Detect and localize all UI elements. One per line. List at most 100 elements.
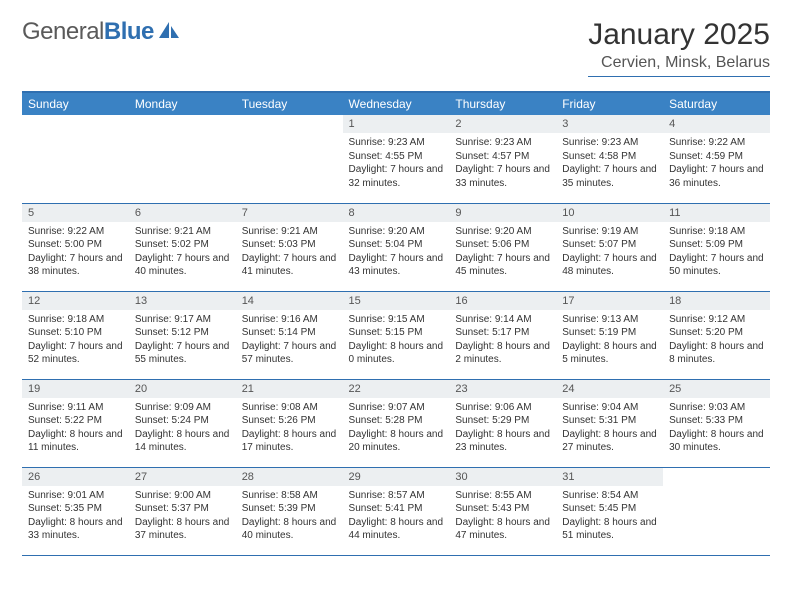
- day-number: 17: [556, 292, 663, 310]
- logo: GeneralBlue: [22, 18, 180, 46]
- calendar-day-cell: 9Sunrise: 9:20 AMSunset: 5:06 PMDaylight…: [449, 203, 556, 291]
- day-content: Sunrise: 9:08 AMSunset: 5:26 PMDaylight:…: [236, 398, 343, 460]
- logo-word-a: General: [22, 18, 104, 45]
- day-number: 25: [663, 380, 770, 398]
- day-number: 14: [236, 292, 343, 310]
- day-content: Sunrise: 9:22 AMSunset: 5:00 PMDaylight:…: [22, 222, 129, 284]
- day-number: 26: [22, 468, 129, 486]
- day-content: Sunrise: 9:23 AMSunset: 4:55 PMDaylight:…: [343, 133, 450, 195]
- day-content: Sunrise: 9:01 AMSunset: 5:35 PMDaylight:…: [22, 486, 129, 548]
- calendar-day-cell: 30Sunrise: 8:55 AMSunset: 5:43 PMDayligh…: [449, 467, 556, 555]
- calendar-day-cell: 17Sunrise: 9:13 AMSunset: 5:19 PMDayligh…: [556, 291, 663, 379]
- calendar-day-cell: 7Sunrise: 9:21 AMSunset: 5:03 PMDaylight…: [236, 203, 343, 291]
- weekday-header: Monday: [129, 92, 236, 115]
- weekday-header-row: SundayMondayTuesdayWednesdayThursdayFrid…: [22, 92, 770, 115]
- day-number: 11: [663, 204, 770, 222]
- day-content: Sunrise: 9:19 AMSunset: 5:07 PMDaylight:…: [556, 222, 663, 284]
- calendar-day-cell: 4Sunrise: 9:22 AMSunset: 4:59 PMDaylight…: [663, 115, 770, 203]
- day-content: Sunrise: 8:57 AMSunset: 5:41 PMDaylight:…: [343, 486, 450, 548]
- day-number: 24: [556, 380, 663, 398]
- day-number: 10: [556, 204, 663, 222]
- day-number: 19: [22, 380, 129, 398]
- day-number: 5: [22, 204, 129, 222]
- calendar-day-cell: ..: [663, 467, 770, 555]
- day-content: Sunrise: 9:18 AMSunset: 5:10 PMDaylight:…: [22, 310, 129, 372]
- location-text: Cervien, Minsk, Belarus: [588, 54, 770, 77]
- calendar-day-cell: 27Sunrise: 9:00 AMSunset: 5:37 PMDayligh…: [129, 467, 236, 555]
- header: GeneralBlue January 2025 Cervien, Minsk,…: [22, 18, 770, 77]
- day-content: Sunrise: 8:54 AMSunset: 5:45 PMDaylight:…: [556, 486, 663, 548]
- calendar-day-cell: 20Sunrise: 9:09 AMSunset: 5:24 PMDayligh…: [129, 379, 236, 467]
- weekday-header: Thursday: [449, 92, 556, 115]
- day-content: Sunrise: 9:04 AMSunset: 5:31 PMDaylight:…: [556, 398, 663, 460]
- day-number: 1: [343, 115, 450, 133]
- logo-word-b: Blue: [104, 18, 154, 45]
- day-number: 23: [449, 380, 556, 398]
- calendar-day-cell: 2Sunrise: 9:23 AMSunset: 4:57 PMDaylight…: [449, 115, 556, 203]
- day-content: Sunrise: 9:13 AMSunset: 5:19 PMDaylight:…: [556, 310, 663, 372]
- day-number: 7: [236, 204, 343, 222]
- day-number: 4: [663, 115, 770, 133]
- day-content: Sunrise: 9:17 AMSunset: 5:12 PMDaylight:…: [129, 310, 236, 372]
- calendar-day-cell: 8Sunrise: 9:20 AMSunset: 5:04 PMDaylight…: [343, 203, 450, 291]
- calendar-day-cell: 29Sunrise: 8:57 AMSunset: 5:41 PMDayligh…: [343, 467, 450, 555]
- title-block: January 2025 Cervien, Minsk, Belarus: [588, 18, 770, 77]
- day-number: 15: [343, 292, 450, 310]
- calendar-day-cell: 6Sunrise: 9:21 AMSunset: 5:02 PMDaylight…: [129, 203, 236, 291]
- day-content: Sunrise: 9:22 AMSunset: 4:59 PMDaylight:…: [663, 133, 770, 195]
- day-content: Sunrise: 8:55 AMSunset: 5:43 PMDaylight:…: [449, 486, 556, 548]
- calendar-day-cell: 5Sunrise: 9:22 AMSunset: 5:00 PMDaylight…: [22, 203, 129, 291]
- logo-text: GeneralBlue: [22, 18, 154, 46]
- calendar-day-cell: 31Sunrise: 8:54 AMSunset: 5:45 PMDayligh…: [556, 467, 663, 555]
- day-number: 9: [449, 204, 556, 222]
- day-content: Sunrise: 9:18 AMSunset: 5:09 PMDaylight:…: [663, 222, 770, 284]
- calendar-week-row: 5Sunrise: 9:22 AMSunset: 5:00 PMDaylight…: [22, 203, 770, 291]
- calendar-day-cell: 16Sunrise: 9:14 AMSunset: 5:17 PMDayligh…: [449, 291, 556, 379]
- day-number: 21: [236, 380, 343, 398]
- calendar-week-row: 12Sunrise: 9:18 AMSunset: 5:10 PMDayligh…: [22, 291, 770, 379]
- calendar-day-cell: 25Sunrise: 9:03 AMSunset: 5:33 PMDayligh…: [663, 379, 770, 467]
- day-content: Sunrise: 9:16 AMSunset: 5:14 PMDaylight:…: [236, 310, 343, 372]
- calendar-body: ......1Sunrise: 9:23 AMSunset: 4:55 PMDa…: [22, 115, 770, 555]
- day-content: Sunrise: 9:15 AMSunset: 5:15 PMDaylight:…: [343, 310, 450, 372]
- calendar-day-cell: ..: [236, 115, 343, 203]
- calendar-day-cell: 13Sunrise: 9:17 AMSunset: 5:12 PMDayligh…: [129, 291, 236, 379]
- calendar-day-cell: 14Sunrise: 9:16 AMSunset: 5:14 PMDayligh…: [236, 291, 343, 379]
- day-number: 30: [449, 468, 556, 486]
- day-content: Sunrise: 9:14 AMSunset: 5:17 PMDaylight:…: [449, 310, 556, 372]
- day-number: 29: [343, 468, 450, 486]
- day-content: Sunrise: 9:21 AMSunset: 5:02 PMDaylight:…: [129, 222, 236, 284]
- calendar-table: SundayMondayTuesdayWednesdayThursdayFrid…: [22, 91, 770, 556]
- calendar-day-cell: 24Sunrise: 9:04 AMSunset: 5:31 PMDayligh…: [556, 379, 663, 467]
- calendar-day-cell: 12Sunrise: 9:18 AMSunset: 5:10 PMDayligh…: [22, 291, 129, 379]
- day-content: Sunrise: 8:58 AMSunset: 5:39 PMDaylight:…: [236, 486, 343, 548]
- day-number: 13: [129, 292, 236, 310]
- day-content: Sunrise: 9:07 AMSunset: 5:28 PMDaylight:…: [343, 398, 450, 460]
- day-number: 12: [22, 292, 129, 310]
- day-content: Sunrise: 9:23 AMSunset: 4:58 PMDaylight:…: [556, 133, 663, 195]
- calendar-week-row: 19Sunrise: 9:11 AMSunset: 5:22 PMDayligh…: [22, 379, 770, 467]
- day-number: 2: [449, 115, 556, 133]
- weekday-header: Friday: [556, 92, 663, 115]
- weekday-header: Sunday: [22, 92, 129, 115]
- weekday-header: Wednesday: [343, 92, 450, 115]
- calendar-day-cell: 18Sunrise: 9:12 AMSunset: 5:20 PMDayligh…: [663, 291, 770, 379]
- day-content: Sunrise: 9:11 AMSunset: 5:22 PMDaylight:…: [22, 398, 129, 460]
- day-number: 27: [129, 468, 236, 486]
- calendar-day-cell: 21Sunrise: 9:08 AMSunset: 5:26 PMDayligh…: [236, 379, 343, 467]
- calendar-day-cell: 3Sunrise: 9:23 AMSunset: 4:58 PMDaylight…: [556, 115, 663, 203]
- day-number: 20: [129, 380, 236, 398]
- weekday-header: Tuesday: [236, 92, 343, 115]
- calendar-day-cell: 22Sunrise: 9:07 AMSunset: 5:28 PMDayligh…: [343, 379, 450, 467]
- calendar-day-cell: 19Sunrise: 9:11 AMSunset: 5:22 PMDayligh…: [22, 379, 129, 467]
- day-content: Sunrise: 9:20 AMSunset: 5:06 PMDaylight:…: [449, 222, 556, 284]
- weekday-header: Saturday: [663, 92, 770, 115]
- day-content: Sunrise: 9:21 AMSunset: 5:03 PMDaylight:…: [236, 222, 343, 284]
- day-number: 8: [343, 204, 450, 222]
- day-number: 6: [129, 204, 236, 222]
- calendar-day-cell: 26Sunrise: 9:01 AMSunset: 5:35 PMDayligh…: [22, 467, 129, 555]
- calendar-day-cell: ..: [129, 115, 236, 203]
- day-number: 18: [663, 292, 770, 310]
- calendar-week-row: 26Sunrise: 9:01 AMSunset: 5:35 PMDayligh…: [22, 467, 770, 555]
- day-number: 31: [556, 468, 663, 486]
